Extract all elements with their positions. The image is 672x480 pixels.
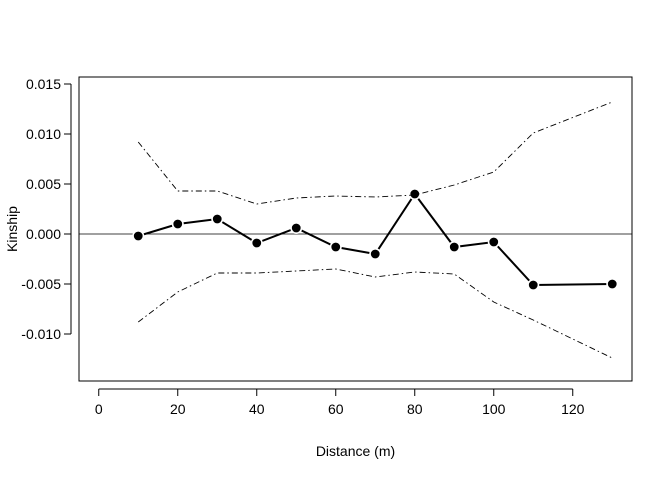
x-tick-label: 120 [561,401,585,417]
series-group [132,101,619,359]
kinship-data-point [132,230,145,243]
kinship-data-point [369,248,382,261]
y-tick-label: 0.010 [26,126,61,142]
x-tick-label: 40 [249,401,265,417]
y-axis-title: Kinship [4,206,20,252]
kinship-data-point [250,237,263,250]
y-tick-label: 0.015 [26,76,61,92]
y-tick-label: 0.005 [26,176,61,192]
kinship-data-point [211,213,224,226]
x-axis-title: Distance (m) [316,443,395,459]
kinship-data-point [448,241,461,254]
kinship-data-point [606,277,619,290]
y-tick-label: -0.005 [21,276,61,292]
kinship-data-point [290,222,303,235]
x-tick-label: 80 [407,401,423,417]
x-tick-label: 100 [482,401,506,417]
plot-frame [78,76,633,382]
kinship-data-point [171,218,184,231]
x-tick-label: 20 [170,401,186,417]
y-tick-label: -0.010 [21,326,61,342]
kinship-data-point [408,188,421,201]
kinship-series-line [137,192,613,287]
kinship-data-point [329,241,342,254]
x-tick-label: 0 [95,401,103,417]
y-tick-label: 0.000 [26,226,61,242]
kinship-data-point [487,236,500,249]
x-tick-label: 60 [328,401,344,417]
confidence-envelope-line [137,101,613,205]
confidence-envelope-line [137,268,613,359]
y-axis: -0.010 -0.005 0.000 0.005 0.010 0.015 [21,76,72,342]
kinship-data-point [527,278,540,291]
x-axis: 0 20 40 60 80 100 120 [95,388,585,417]
